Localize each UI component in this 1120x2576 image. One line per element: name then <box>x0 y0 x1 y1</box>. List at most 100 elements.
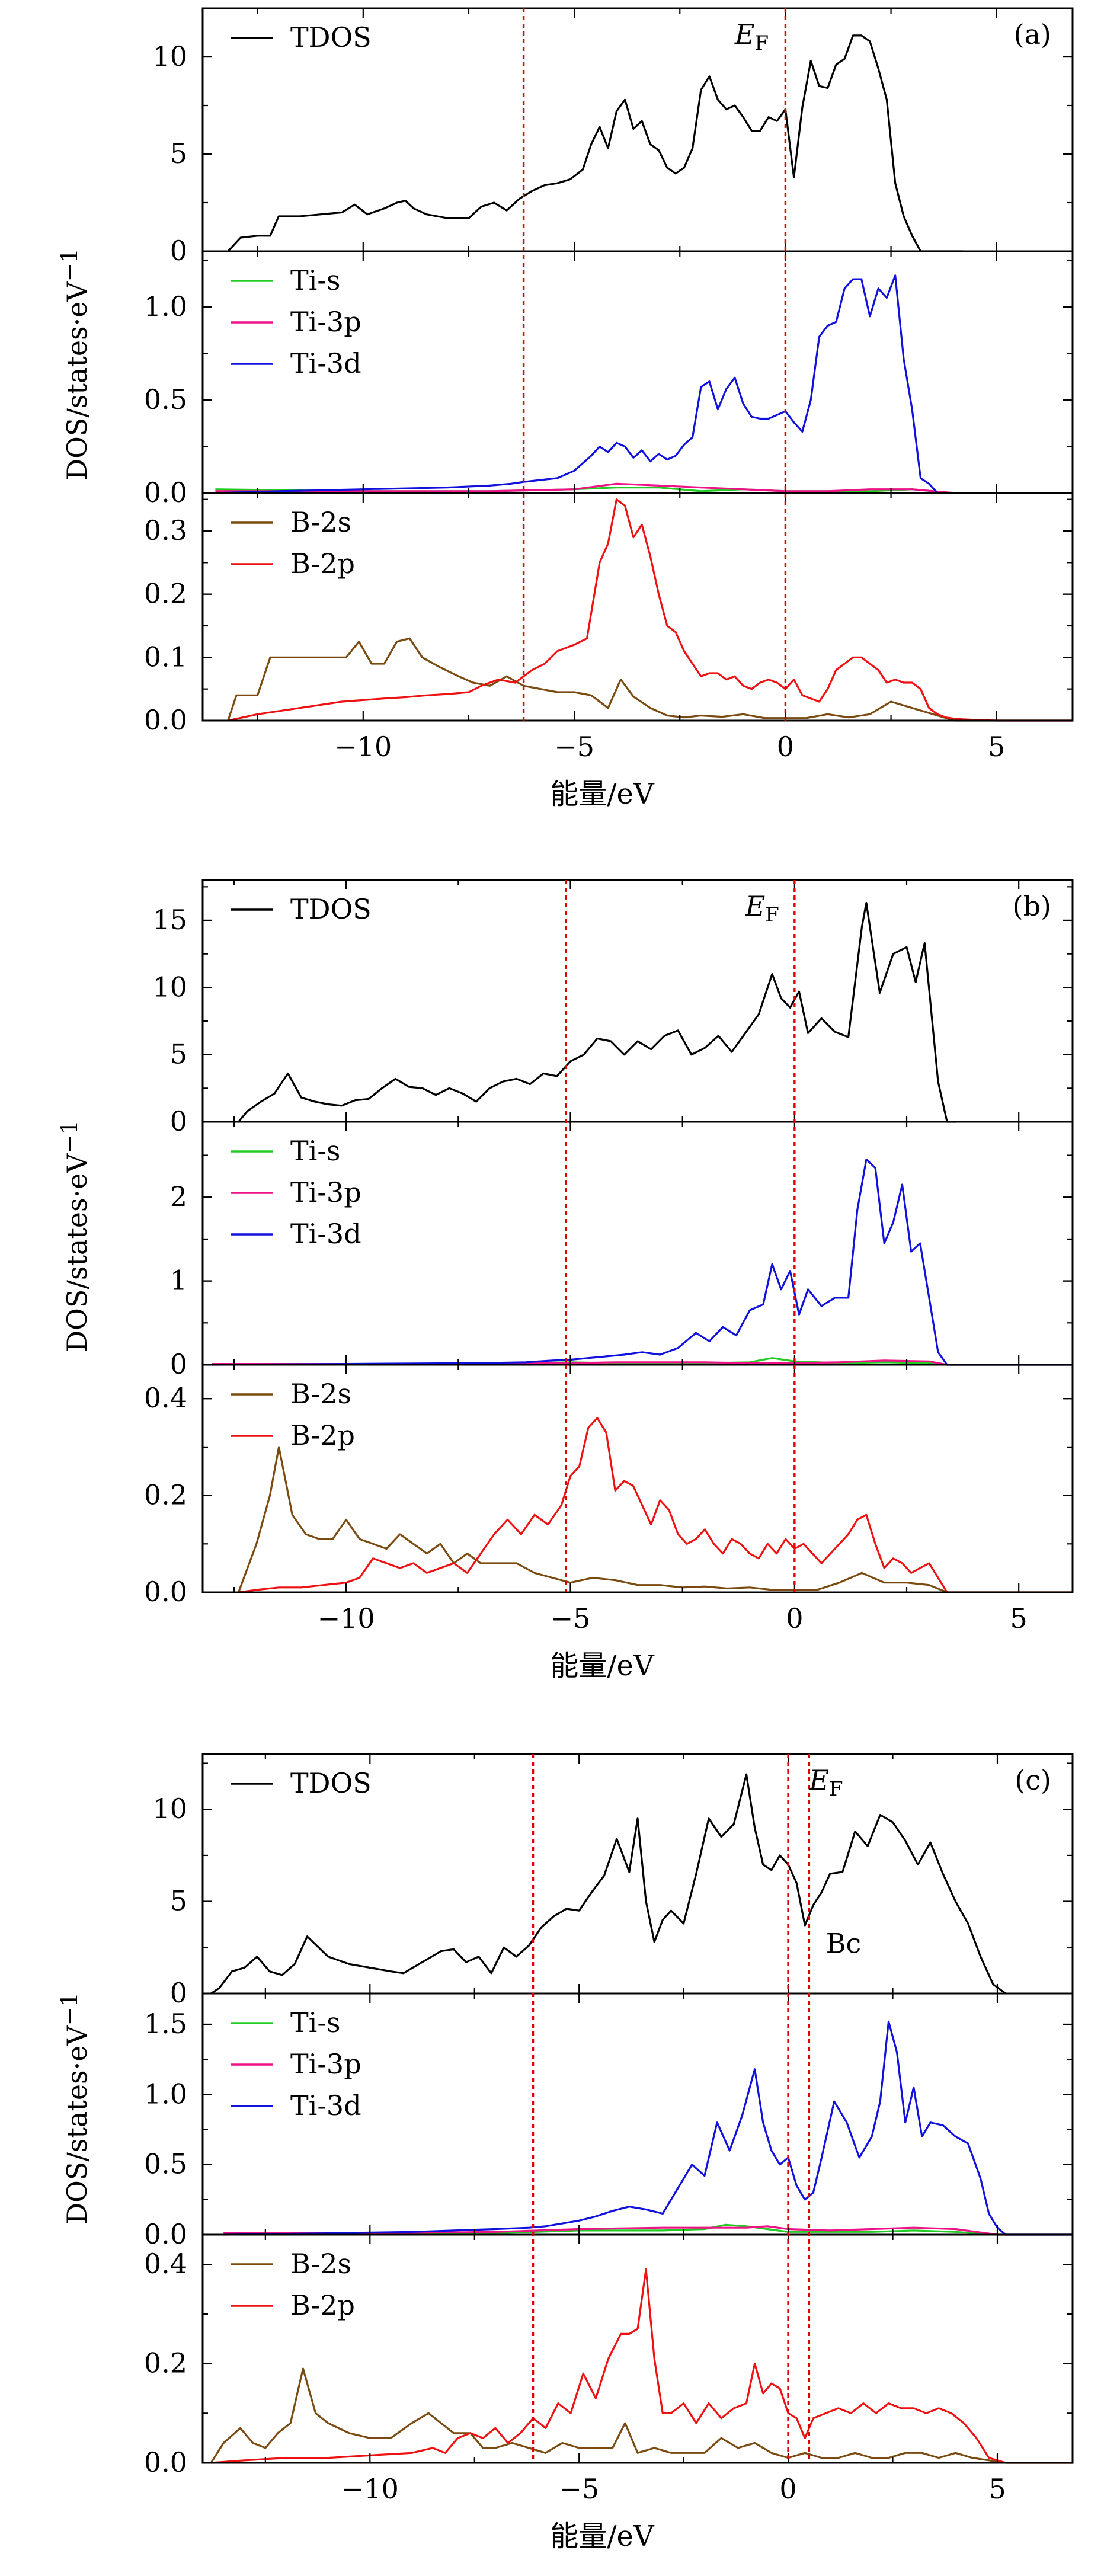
y-tick-label: 1.0 <box>144 290 187 322</box>
x-tick-label: 0 <box>777 731 794 763</box>
legend-label: TDOS <box>290 893 372 925</box>
y-tick-label: 5 <box>170 137 187 169</box>
subplot-3-2: Ti-s Ti-3p Ti-3d 0.0 0.5 1.0 1.5 <box>144 1992 1074 2250</box>
legend-label: Ti-s <box>290 1135 341 1167</box>
x-tick-label: −5 <box>551 1602 591 1634</box>
subplot-2-3: B-2s B-2p 0.0 0.2 0.4 <box>144 1364 1074 1608</box>
x-tick-label: −5 <box>554 731 594 763</box>
series-line-b-2s <box>210 2367 1073 2464</box>
panel-2: TDOS 0 5 10 15 Ti-s Ti-3p Ti-3d 0 1 2 B-2s B-2p 0.0 0.… <box>56 879 1074 1682</box>
y-tick-label: 0.1 <box>144 641 187 673</box>
x-tick-label: 0 <box>779 2473 796 2505</box>
y-tick-label: 0 <box>170 1105 187 1137</box>
legend-label: Ti-s <box>290 2007 341 2039</box>
annotation: EF <box>734 18 769 55</box>
subplot-frame <box>201 2233 1074 2464</box>
series-line-b-2p <box>228 498 1073 722</box>
legend-label: Ti-3p <box>290 1176 361 1208</box>
legend-label: B-2p <box>290 548 355 580</box>
y-tick-label: 1 <box>170 1265 187 1297</box>
legend-label: B-2s <box>290 506 351 538</box>
y-axis-label: DOS/states·eV−1 <box>56 1992 93 2225</box>
panel-label: (c) <box>1015 1764 1051 1796</box>
x-tick-label: 5 <box>988 2473 1006 2505</box>
y-tick-label: 0.4 <box>144 1382 187 1414</box>
y-tick-label: 1.5 <box>144 2008 187 2040</box>
x-tick-label: 5 <box>1010 1602 1028 1634</box>
series-line-ti-3d <box>212 1158 1073 1366</box>
series-line-ti-3p <box>212 1359 1073 1366</box>
series-line-ti-3d <box>215 274 963 494</box>
y-tick-label: 0 <box>170 1977 187 2009</box>
legend-label: B-2p <box>290 2289 355 2321</box>
y-tick-label: 15 <box>152 904 187 936</box>
legend-label: Ti-3d <box>290 347 361 379</box>
y-tick-label: 0.5 <box>144 2148 187 2180</box>
series-line-ti-3p <box>215 482 1073 494</box>
series-line-b-2s <box>227 637 1073 722</box>
x-axis-label: 能量/eV <box>550 777 655 811</box>
subplot-frame <box>201 1364 1074 1593</box>
y-tick-label: 1.0 <box>144 2078 187 2110</box>
y-tick-label: 0.0 <box>144 2446 187 2478</box>
y-tick-label: 0.4 <box>144 2248 187 2280</box>
legend-label: Ti-3p <box>290 306 361 338</box>
y-axis-label: DOS/states·eV−1 <box>56 248 93 481</box>
annotation: EF <box>808 1764 843 1801</box>
legend-label: TDOS <box>290 1767 372 1799</box>
y-tick-label: 2 <box>170 1180 187 1212</box>
subplot-2-1: TDOS 0 5 10 15 <box>152 879 1074 1137</box>
subplot-1-2: Ti-s Ti-3p Ti-3d 0.0 0.5 1.0 <box>144 250 1074 508</box>
legend-label: Ti-3d <box>290 2089 361 2121</box>
y-tick-label: 0.3 <box>144 514 187 546</box>
y-axis-label: DOS/states·eV−1 <box>56 1120 93 1352</box>
y-tick-label: 0.2 <box>144 2347 187 2379</box>
legend-label: TDOS <box>290 21 372 53</box>
subplot-3-1: TDOS 0 5 10 <box>152 1753 1074 2009</box>
series-line-b-2p <box>210 2268 1073 2464</box>
y-tick-label: 0.2 <box>144 578 187 610</box>
y-tick-label: 0.0 <box>144 704 187 736</box>
y-tick-label: 0 <box>170 235 187 267</box>
x-axis-label: 能量/eV <box>550 1649 655 1682</box>
series-line-tdos <box>227 34 963 252</box>
legend-label: B-2s <box>290 1378 351 1410</box>
y-tick-label: 0.0 <box>144 2218 187 2250</box>
x-tick-label: 0 <box>786 1602 803 1634</box>
subplot-frame <box>201 492 1074 722</box>
y-tick-label: 0.5 <box>144 383 187 415</box>
y-tick-label: 10 <box>152 971 187 1003</box>
y-tick-label: 0 <box>170 1348 187 1380</box>
y-tick-label: 5 <box>170 1038 187 1070</box>
panel-label: (a) <box>1014 18 1051 50</box>
x-axis-label: 能量/eV <box>550 2520 655 2553</box>
panel-1: TDOS 0 5 10 Ti-s Ti-3p Ti-3d 0.0 0.5 1.0 B-2s B-2p 0… <box>56 7 1074 811</box>
legend-label: B-2s <box>290 2248 351 2280</box>
legend-label: Ti-3d <box>290 1218 361 1250</box>
annotation: Bc <box>826 1928 862 1960</box>
legend-label: Ti-s <box>290 264 341 296</box>
panel-3: TDOS0510Ti-sTi-3pTi-3d0.00.51.01.5B-2sB-… <box>56 1753 1074 2553</box>
annotation: EF <box>745 890 779 927</box>
series-line-tdos <box>238 901 956 1123</box>
y-tick-label: 0.2 <box>144 1479 187 1511</box>
series-line-b-2s <box>237 1446 1073 1593</box>
series-line-tdos <box>210 1773 1007 1995</box>
subplot-3-3: B-2s B-2p 0.0 0.2 0.4 <box>144 2233 1074 2478</box>
y-tick-label: 10 <box>152 40 187 72</box>
panel-label: (b) <box>1013 890 1051 922</box>
legend-label: B-2p <box>290 1419 355 1451</box>
x-tick-label: −10 <box>334 731 392 763</box>
y-tick-label: 10 <box>152 1793 187 1825</box>
y-tick-label: 0.0 <box>144 476 187 508</box>
x-tick-label: −10 <box>318 1602 375 1634</box>
x-tick-label: 5 <box>988 731 1005 763</box>
y-tick-label: 0.0 <box>144 1576 187 1608</box>
x-tick-label: −10 <box>341 2473 399 2505</box>
x-tick-label: −5 <box>559 2473 599 2505</box>
y-tick-label: 5 <box>170 1885 187 1917</box>
series-line-b-2p <box>238 1417 1073 1593</box>
subplot-1-3: B-2s B-2p 0.0 0.1 0.2 0.3 <box>144 492 1074 736</box>
series-line-ti-3p <box>223 2225 1073 2236</box>
